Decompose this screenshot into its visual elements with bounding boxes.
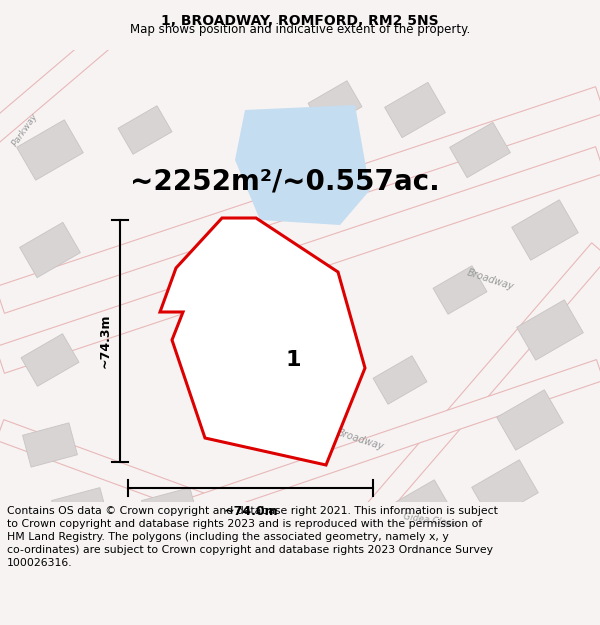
Polygon shape [0,87,600,313]
Text: 1, BROADWAY, ROMFORD, RM2 5NS: 1, BROADWAY, ROMFORD, RM2 5NS [161,14,439,28]
Polygon shape [497,390,563,450]
Polygon shape [0,0,157,178]
Polygon shape [308,81,362,129]
Polygon shape [390,512,490,540]
Polygon shape [235,105,370,225]
Text: Contains OS data © Crown copyright and database right 2021. This information is : Contains OS data © Crown copyright and d… [7,506,498,569]
Polygon shape [373,356,427,404]
Text: ~74.3m: ~74.3m [99,314,112,368]
Polygon shape [160,218,365,465]
Polygon shape [472,460,538,520]
Text: ~2252m²/~0.557ac.: ~2252m²/~0.557ac. [130,168,440,196]
Polygon shape [23,423,77,467]
Polygon shape [142,488,199,532]
Polygon shape [517,300,583,360]
Polygon shape [385,82,445,138]
Polygon shape [341,243,600,547]
Text: ~74.0m: ~74.0m [223,505,278,518]
Polygon shape [20,222,80,278]
Polygon shape [512,200,578,260]
Polygon shape [17,120,83,180]
Text: Map shows position and indicative extent of the property.: Map shows position and indicative extent… [130,23,470,36]
Text: Broadway: Broadway [335,428,385,452]
Text: Gidea Close: Gidea Close [403,512,457,528]
Text: 1: 1 [285,350,301,370]
Polygon shape [386,480,454,540]
Polygon shape [449,122,511,177]
Polygon shape [0,147,600,373]
Polygon shape [0,419,304,551]
Polygon shape [433,266,487,314]
Text: Broadway: Broadway [465,268,515,292]
Polygon shape [118,106,172,154]
Text: Parkway: Parkway [10,112,40,148]
Polygon shape [21,334,79,386]
Polygon shape [52,488,109,532]
Polygon shape [97,359,600,551]
